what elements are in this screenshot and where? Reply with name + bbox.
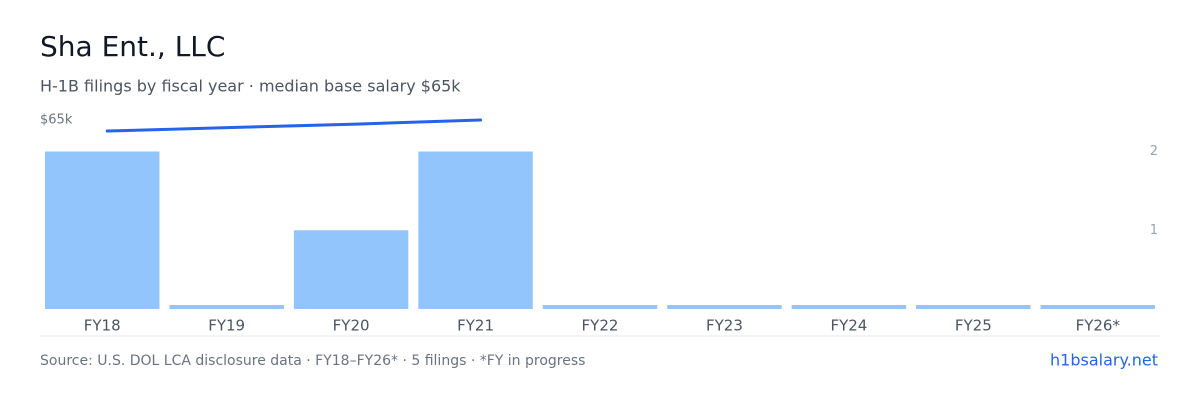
- x-tick-label: FY22: [582, 317, 619, 335]
- bar: [667, 305, 782, 309]
- x-tick-label: FY25: [955, 317, 992, 335]
- bar: [45, 151, 160, 309]
- source-note: Source: U.S. DOL LCA disclosure data · F…: [40, 353, 585, 369]
- x-tick-label: FY23: [706, 317, 743, 335]
- bar: [916, 305, 1031, 309]
- x-tick-label: FY21: [457, 317, 494, 335]
- bar: [293, 230, 409, 309]
- bar: [542, 305, 658, 309]
- bar: [1040, 305, 1155, 309]
- x-tick-label: FY26*: [1076, 317, 1121, 335]
- salary-line: [105, 118, 483, 133]
- chart-subtitle: H-1B filings by fiscal year · median bas…: [40, 77, 461, 96]
- chart-title: Sha Ent., LLC: [40, 30, 225, 63]
- bar: [169, 305, 284, 309]
- x-tick-label: FY18: [84, 317, 121, 335]
- bar: [418, 151, 533, 309]
- x-tick-label: FY24: [830, 317, 867, 335]
- y-tick-label: 2: [1150, 144, 1158, 159]
- y2-tick-label: $65k: [40, 113, 73, 128]
- bar: [791, 305, 907, 309]
- y-tick-label: 1: [1150, 223, 1158, 238]
- x-tick-label: FY20: [333, 317, 370, 335]
- brand-link[interactable]: h1bsalary.net: [1050, 351, 1158, 370]
- x-tick-label: FY19: [208, 317, 245, 335]
